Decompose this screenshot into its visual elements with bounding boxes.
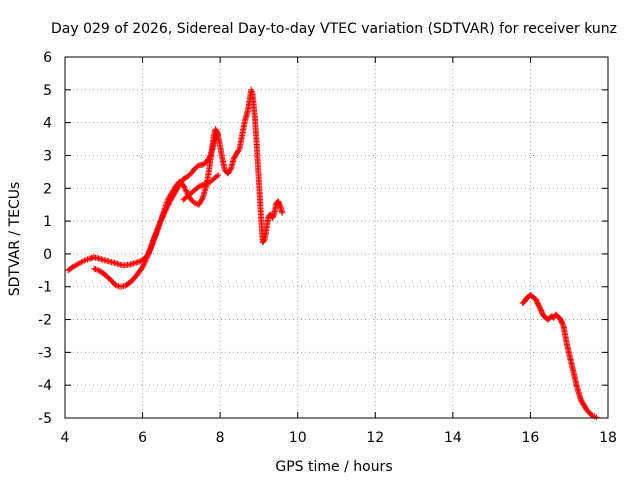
- data-point: [153, 229, 160, 236]
- y-tick-label: 0: [43, 247, 52, 263]
- data-point: [211, 139, 218, 146]
- data-point: [159, 213, 166, 220]
- data-point: [157, 218, 164, 225]
- plot-frame: [64, 56, 609, 419]
- y-tick-label: -3: [38, 345, 52, 361]
- data-point: [197, 183, 204, 190]
- data-point: [143, 255, 150, 262]
- data-point: [181, 184, 188, 191]
- data-point: [141, 259, 148, 266]
- data-point: [155, 223, 162, 230]
- data-point: [235, 147, 242, 154]
- y-tick-label: -5: [38, 411, 52, 427]
- data-point: [140, 261, 147, 268]
- y-tick-label: 2: [43, 181, 52, 197]
- x-tick-label: 10: [289, 430, 307, 446]
- data-point: [202, 180, 209, 187]
- x-tick-label: 14: [444, 430, 462, 446]
- y-tick-label: 3: [43, 148, 52, 164]
- y-axis-label: SDTVAR / TECUs: [7, 182, 23, 297]
- data-point: [142, 258, 149, 265]
- data-point: [160, 211, 167, 218]
- grid: [65, 57, 608, 418]
- data-point: [158, 217, 165, 224]
- data-point: [213, 133, 220, 140]
- data-point: [158, 215, 165, 222]
- x-tick-label: 8: [216, 430, 225, 446]
- y-tick-label: 1: [43, 214, 52, 230]
- data-point: [182, 186, 189, 193]
- data-point: [227, 166, 234, 173]
- data-points: [65, 86, 600, 421]
- data-point: [212, 138, 218, 144]
- data-point: [593, 414, 600, 421]
- x-tick-label: 4: [61, 430, 70, 446]
- data-point: [95, 267, 102, 274]
- x-tick-label: 16: [522, 430, 540, 446]
- data-point: [161, 210, 168, 217]
- data-point: [142, 257, 149, 264]
- data-point: [151, 233, 158, 240]
- data-point: [164, 204, 171, 211]
- y-tick-label: 5: [43, 83, 52, 99]
- y-tick-labels: -5 -4 -3 -2 -1 0 1 2 3 4 5 6: [38, 50, 52, 427]
- y-tick-label: -1: [38, 280, 52, 296]
- x-tick-labels: 4 6 8 10 12 14 16 18: [61, 430, 617, 446]
- data-point: [165, 201, 172, 208]
- x-axis-label: GPS time / hours: [275, 459, 392, 475]
- chart-title: Day 029 of 2026, Sidereal Day-to-day VTE…: [51, 21, 617, 37]
- data-point: [144, 254, 150, 261]
- data-point: [199, 182, 206, 188]
- data-point: [167, 197, 174, 204]
- axis-ticks: [64, 56, 609, 419]
- x-tick-label: 18: [599, 430, 617, 446]
- data-point: [161, 209, 168, 216]
- data-point: [164, 202, 171, 209]
- data-point: [213, 173, 220, 180]
- data-point: [213, 135, 220, 142]
- data-point: [206, 153, 213, 160]
- data-point: [215, 172, 222, 179]
- data-point: [139, 264, 146, 270]
- data-point: [194, 163, 201, 170]
- data-point: [140, 262, 147, 269]
- data-point: [198, 196, 205, 203]
- data-point: [279, 209, 286, 216]
- data-point: [91, 265, 98, 272]
- data-point: [145, 251, 152, 258]
- data-point: [212, 136, 219, 143]
- data-point: [215, 131, 222, 138]
- x-tick-label: 12: [366, 430, 384, 446]
- x-tick-label: 6: [138, 430, 147, 446]
- data-point: [214, 132, 221, 139]
- data-point: [146, 248, 153, 255]
- data-point: [182, 187, 189, 194]
- y-tick-label: 6: [43, 50, 52, 66]
- y-tick-label: -4: [38, 378, 52, 394]
- data-point: [157, 219, 163, 226]
- y-tick-label: -2: [38, 313, 52, 329]
- y-tick-label: 4: [43, 116, 52, 132]
- data-point: [180, 183, 187, 190]
